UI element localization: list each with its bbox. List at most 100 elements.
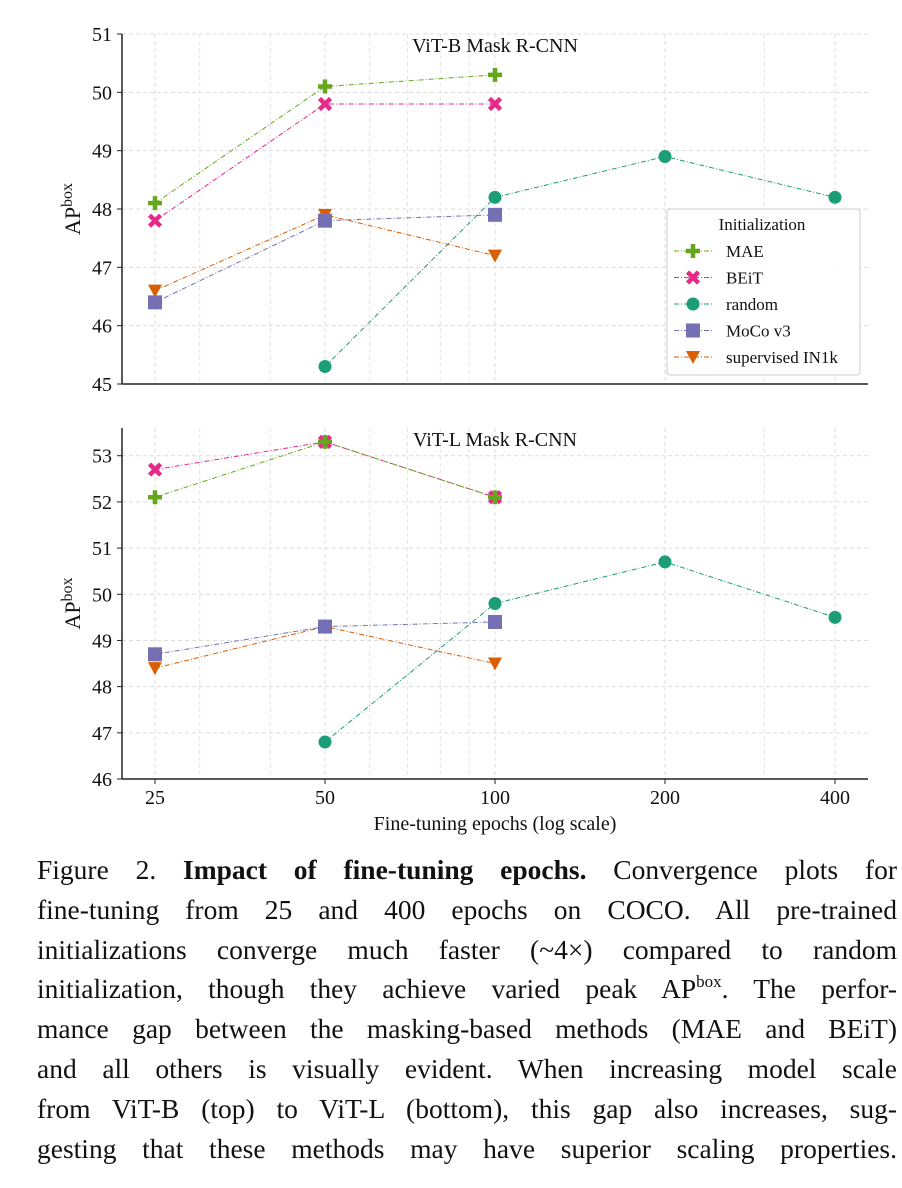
legend-item: MoCo v3 xyxy=(674,322,791,341)
y-label-sup: box xyxy=(59,577,76,601)
legend: Initialization MAE BEiT random MoCo v3 superv… xyxy=(666,208,861,376)
caption-label: Figure 2. xyxy=(37,854,183,885)
caption-text: Convergence plots for xyxy=(586,854,897,885)
y-label-main: AP xyxy=(60,601,85,629)
legend-label: supervised IN1k xyxy=(726,348,838,367)
legend-title: Initialization xyxy=(719,215,806,234)
circle-marker xyxy=(658,555,672,569)
circle-marker xyxy=(658,150,672,163)
plus-marker xyxy=(488,67,502,82)
circle-marker xyxy=(828,190,842,204)
legend-item: supervised IN1k xyxy=(674,348,838,367)
circle-marker xyxy=(318,360,332,373)
legend-label: random xyxy=(726,295,778,314)
series-line xyxy=(154,214,496,303)
x-marker xyxy=(317,96,333,112)
x-tick-label: 400 xyxy=(820,787,850,809)
circle-marker xyxy=(828,610,842,624)
y-tick-label: 52 xyxy=(92,492,112,514)
x-marker xyxy=(147,462,163,477)
legend-label: BEiT xyxy=(726,269,763,288)
x-tick-label: 50 xyxy=(315,787,335,809)
y-label-main: AP xyxy=(60,207,85,235)
y-label-sup: box xyxy=(59,183,76,207)
y-tick-label: 45 xyxy=(92,374,112,396)
square-marker xyxy=(488,207,502,222)
caption-line: from ViT-B (top) to ViT-L (bottom), this… xyxy=(37,1092,897,1124)
x-marker xyxy=(685,270,701,285)
series-line xyxy=(154,214,496,292)
x-axis-label: Fine-tuning epochs (log scale) xyxy=(374,813,617,835)
caption-text: . The perfor- xyxy=(721,973,897,1005)
subplot-title: ViT-L Mask R-CNN xyxy=(413,429,577,451)
plus-marker xyxy=(148,490,162,505)
y-tick-label: 49 xyxy=(92,141,112,163)
square-marker xyxy=(148,647,162,662)
caption-line: initialization, though they achieve vari… xyxy=(37,969,897,1009)
y-tick-label: 49 xyxy=(92,630,112,652)
series-random xyxy=(318,555,842,749)
x-tick-label: 200 xyxy=(650,787,680,809)
y-tick-label: 47 xyxy=(92,723,112,745)
y-tick-label: 51 xyxy=(92,24,112,46)
y-tick-label: 50 xyxy=(92,584,112,606)
circle-marker xyxy=(488,190,502,204)
circle-marker xyxy=(318,735,332,749)
caption-line: Figure 2. Impact of fine-tuning epochs. … xyxy=(37,850,897,890)
y-tick-label: 51 xyxy=(92,538,112,560)
square-marker xyxy=(686,323,700,338)
series-line xyxy=(324,561,836,743)
legend-label: MAE xyxy=(726,242,764,261)
triangle-marker xyxy=(148,284,162,298)
x-marker xyxy=(487,96,503,112)
caption-title: Impact of fine-tuning epochs. xyxy=(183,854,587,885)
triangle-marker xyxy=(488,249,502,263)
circle-marker xyxy=(488,597,502,610)
square-marker xyxy=(318,213,332,228)
y-tick-label: 48 xyxy=(92,199,112,221)
y-tick-label: 46 xyxy=(92,769,112,791)
series-mae xyxy=(148,434,502,505)
x-marker xyxy=(147,213,163,228)
series-random xyxy=(318,150,842,373)
y-tick-label: 48 xyxy=(92,677,112,699)
series-line xyxy=(324,155,836,367)
square-marker xyxy=(488,614,502,629)
y-tick-label: 50 xyxy=(92,82,112,104)
subplot-vit-l: 46 47 48 49 50 51 52 53 25 50 100 200 400 Fine-tuning… xyxy=(59,428,868,835)
triangle-marker xyxy=(686,351,700,364)
y-axis-label: APbox xyxy=(59,183,85,235)
y-axis-label: APbox xyxy=(59,577,85,629)
legend-item: MAE xyxy=(674,242,764,261)
plus-marker xyxy=(488,490,502,505)
square-marker xyxy=(318,619,332,634)
caption-line: mance gap between the masking-based meth… xyxy=(37,1013,897,1045)
series-moco-v3 xyxy=(148,614,502,662)
legend-item: BEiT xyxy=(674,269,763,288)
caption-text: initialization, though they achieve vari… xyxy=(37,973,697,1005)
subplot-title: ViT-B Mask R-CNN xyxy=(412,35,578,57)
legend-box xyxy=(666,208,861,376)
series-mae xyxy=(148,67,502,211)
series-moco-v3 xyxy=(148,207,502,310)
caption-line: and all others is visually evident. When… xyxy=(37,1052,897,1084)
circle-marker xyxy=(686,297,700,311)
y-tick-label: 47 xyxy=(92,257,112,279)
x-tick-label: 25 xyxy=(145,787,165,809)
y-tick-label: 46 xyxy=(92,316,112,338)
plus-marker xyxy=(686,244,700,258)
plus-marker xyxy=(148,196,162,211)
caption-line: initializations converge much faster (~4… xyxy=(37,933,897,965)
figure-caption: Figure 2. Impact of fine-tuning epochs. … xyxy=(37,850,897,1168)
triangle-marker xyxy=(488,657,502,671)
caption-line: gesting that these methods may have supe… xyxy=(37,1132,897,1164)
subplot-vit-b: 45 46 47 48 49 50 51 ViT-B Mask R-CNN APbox Initi… xyxy=(59,24,868,396)
y-tick-label: 53 xyxy=(92,446,112,468)
x-tick-label: 100 xyxy=(480,787,510,809)
triangle-marker xyxy=(148,662,162,676)
legend-label: MoCo v3 xyxy=(726,322,791,341)
plus-marker xyxy=(318,434,332,449)
series-line xyxy=(154,626,496,669)
square-marker xyxy=(148,295,162,310)
